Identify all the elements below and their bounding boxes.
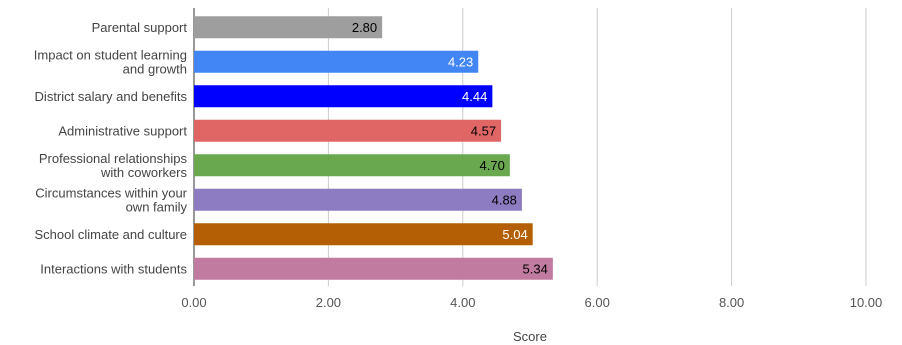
category-labels: Parental support Impact on student learni… [34, 20, 188, 277]
category-label: own family [126, 199, 188, 214]
data-label: 5.04 [502, 227, 527, 242]
category-label: Parental support [92, 20, 188, 35]
data-label: 4.57 [471, 123, 496, 138]
tick-label: 8.00 [719, 295, 744, 310]
bar [194, 223, 533, 246]
x-axis-title: Score [513, 329, 547, 344]
bar [194, 154, 510, 177]
x-tick-labels: 0.00 2.00 4.00 6.00 8.00 10.00 [181, 295, 882, 310]
bar [194, 50, 479, 73]
bar [194, 85, 493, 108]
tick-label: 2.00 [316, 295, 341, 310]
data-label: 5.34 [523, 261, 548, 276]
category-label: Professional relationships [39, 151, 188, 166]
data-label: 4.44 [462, 89, 487, 104]
tick-label: 4.00 [450, 295, 475, 310]
category-label: Administrative support [58, 123, 187, 138]
category-label: School climate and culture [35, 227, 187, 242]
tick-label: 0.00 [181, 295, 206, 310]
bar [194, 16, 383, 39]
data-label: 2.80 [352, 20, 377, 35]
data-label: 4.88 [492, 192, 517, 207]
category-label: with coworkers [100, 165, 187, 180]
data-label: 4.23 [448, 54, 473, 69]
tick-label: 10.00 [850, 295, 883, 310]
bar [194, 119, 502, 142]
category-label: Impact on student learning [34, 47, 187, 62]
category-label: District salary and benefits [35, 89, 188, 104]
bar [194, 257, 553, 280]
tick-label: 6.00 [585, 295, 610, 310]
bar [194, 188, 522, 211]
category-label: Interactions with students [40, 261, 187, 276]
category-label: Circumstances within your [35, 185, 187, 200]
bars: 2.80 4.23 4.44 4.57 4.70 4.88 5.04 5.34 [194, 16, 553, 280]
category-label: and growth [123, 61, 187, 76]
data-label: 4.70 [480, 158, 505, 173]
